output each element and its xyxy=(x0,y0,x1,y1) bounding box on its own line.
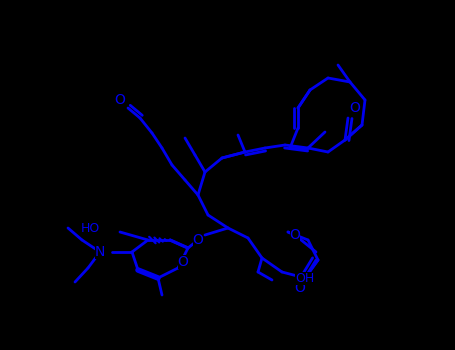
Text: O: O xyxy=(115,93,126,107)
Text: O: O xyxy=(289,228,300,242)
Text: O: O xyxy=(192,233,203,247)
Text: HO: HO xyxy=(81,222,100,235)
Text: O: O xyxy=(294,281,305,295)
Text: N: N xyxy=(95,245,105,259)
Text: OH: OH xyxy=(295,272,314,285)
Text: O: O xyxy=(349,101,360,115)
Text: O: O xyxy=(177,255,188,269)
